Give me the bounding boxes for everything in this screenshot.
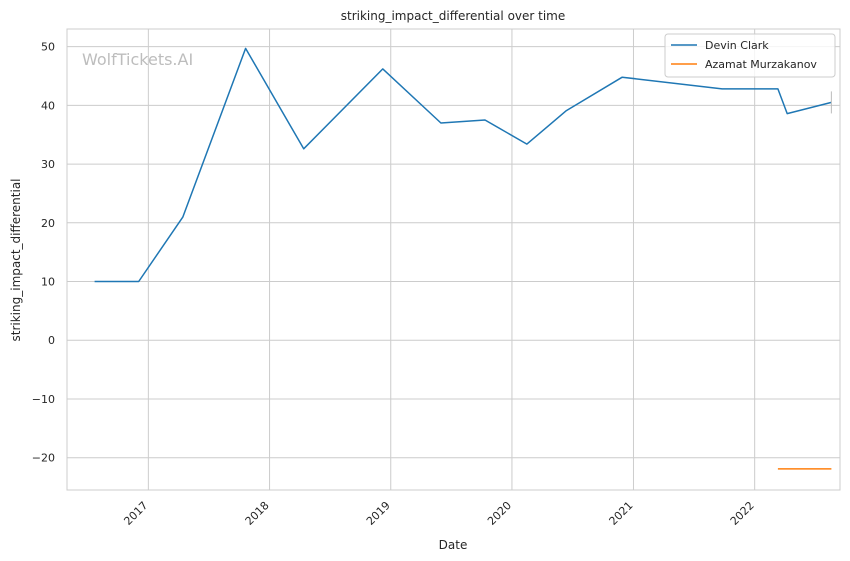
legend-label: Azamat Murzakanov xyxy=(705,58,817,71)
watermark: WolfTickets.AI xyxy=(82,50,193,69)
chart-title: striking_impact_differential over time xyxy=(341,9,566,23)
y-tick-label: −10 xyxy=(32,393,55,406)
y-axis-label: striking_impact_differential xyxy=(9,178,23,341)
y-tick-label: 50 xyxy=(41,41,55,54)
x-axis-label: Date xyxy=(439,538,468,552)
y-tick-label: 10 xyxy=(41,276,55,289)
series-layer xyxy=(94,47,832,470)
legend-box xyxy=(664,33,836,78)
y-tick-label: 40 xyxy=(41,99,55,112)
y-tick-label: −20 xyxy=(32,452,55,465)
y-tick-label: 30 xyxy=(41,158,55,171)
legend-label: Devin Clark xyxy=(705,39,769,52)
series-line-0 xyxy=(94,47,832,283)
plot-frame xyxy=(66,28,841,491)
y-tick-label: 0 xyxy=(48,334,55,347)
grid-lines xyxy=(67,29,840,490)
y-tick-label: 20 xyxy=(41,217,55,230)
legend: Devin Clark Azamat Murzakanov xyxy=(664,33,836,78)
